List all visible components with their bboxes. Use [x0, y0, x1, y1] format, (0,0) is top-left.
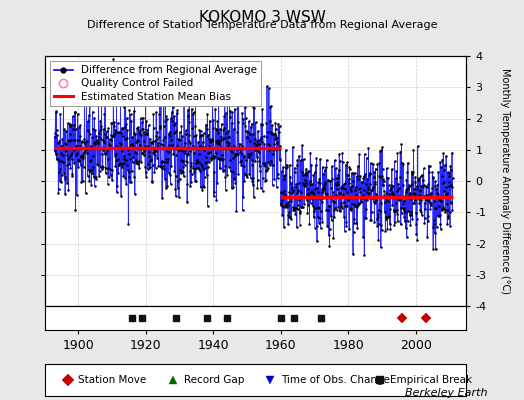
Legend: Difference from Regional Average, Quality Control Failed, Estimated Station Mean: Difference from Regional Average, Qualit… — [50, 61, 261, 106]
Text: Berkeley Earth: Berkeley Earth — [405, 388, 487, 398]
Text: Difference of Station Temperature Data from Regional Average: Difference of Station Temperature Data f… — [87, 20, 437, 30]
Text: Time of Obs. Change: Time of Obs. Change — [281, 375, 390, 385]
Text: Station Move: Station Move — [78, 375, 147, 385]
Y-axis label: Monthly Temperature Anomaly Difference (°C): Monthly Temperature Anomaly Difference (… — [500, 68, 510, 294]
Text: Record Gap: Record Gap — [184, 375, 244, 385]
FancyBboxPatch shape — [45, 364, 466, 396]
Text: KOKOMO 3 WSW: KOKOMO 3 WSW — [199, 10, 325, 25]
Text: Empirical Break: Empirical Break — [390, 375, 473, 385]
